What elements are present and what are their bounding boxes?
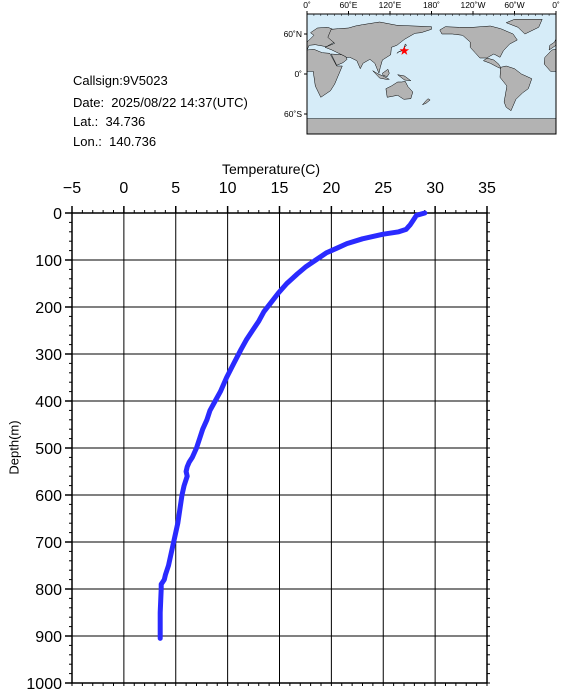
latitude-text: Lat.: 34.736 bbox=[73, 114, 146, 129]
map-land bbox=[306, 27, 335, 51]
longitude-text: Lon.: 140.736 bbox=[73, 134, 157, 149]
map-land bbox=[385, 81, 414, 100]
station-marker-icon bbox=[399, 45, 410, 55]
y-tick-label: 300 bbox=[35, 347, 62, 364]
y-tick-label: 400 bbox=[35, 394, 62, 411]
callsign-text: Callsign:9V5023 bbox=[73, 73, 168, 88]
map-lat-label: 60˚S bbox=[284, 109, 302, 119]
map-land bbox=[324, 21, 432, 75]
x-tick-label: 35 bbox=[478, 180, 496, 197]
x-axis-title: Temperature(C) bbox=[222, 161, 321, 177]
map-land bbox=[372, 70, 390, 80]
map-land bbox=[330, 53, 348, 66]
map-lon-label: 180˚ bbox=[423, 0, 440, 10]
map-land bbox=[306, 49, 343, 98]
y-tick-label: 600 bbox=[35, 488, 62, 505]
map-land bbox=[397, 74, 412, 82]
y-tick-label: 700 bbox=[35, 535, 62, 552]
x-tick-label: 0 bbox=[119, 180, 128, 197]
map-antarctica bbox=[307, 118, 556, 134]
map-land bbox=[499, 65, 533, 112]
y-tick-label: 200 bbox=[35, 300, 62, 317]
map-land bbox=[439, 25, 518, 70]
map-land bbox=[422, 98, 431, 105]
map-lon-label: 60˚W bbox=[504, 0, 524, 10]
y-tick-label: 900 bbox=[35, 629, 62, 646]
map-lat-label: 60˚N bbox=[284, 29, 302, 39]
map-land bbox=[382, 68, 390, 78]
map-land bbox=[505, 19, 543, 35]
map-lon-label: 0˚ bbox=[552, 0, 560, 10]
y-tick-label: 100 bbox=[35, 253, 62, 270]
x-tick-label: 30 bbox=[426, 180, 444, 197]
date-text: Date: 2025/08/22 14:37(UTC) bbox=[73, 95, 248, 110]
map-lon-label: 0˚ bbox=[303, 0, 311, 10]
world-map: 0˚ 60˚E 120˚E 180˚ 120˚W 60˚W 0˚ 60˚N 0˚ 60˚S bbox=[284, 0, 560, 135]
y-tick-label: 500 bbox=[35, 441, 62, 458]
map-lon-label: 60˚E bbox=[340, 0, 358, 10]
y-tick-label: 800 bbox=[35, 582, 62, 599]
map-lat-label: 0˚ bbox=[294, 69, 302, 79]
x-tick-label: −5 bbox=[63, 180, 81, 197]
x-tick-label: 25 bbox=[374, 180, 392, 197]
y-tick-label: 0 bbox=[53, 206, 62, 223]
map-lon-label: 120˚E bbox=[379, 0, 402, 10]
x-tick-label: 10 bbox=[219, 180, 237, 197]
temperature-profile-line bbox=[157, 210, 428, 641]
map-lon-label: 120˚W bbox=[460, 0, 485, 10]
y-tick-label: 1000 bbox=[26, 676, 62, 690]
x-tick-label: 15 bbox=[271, 180, 289, 197]
x-tick-label: 20 bbox=[322, 180, 340, 197]
x-tick-label: 5 bbox=[171, 180, 180, 197]
